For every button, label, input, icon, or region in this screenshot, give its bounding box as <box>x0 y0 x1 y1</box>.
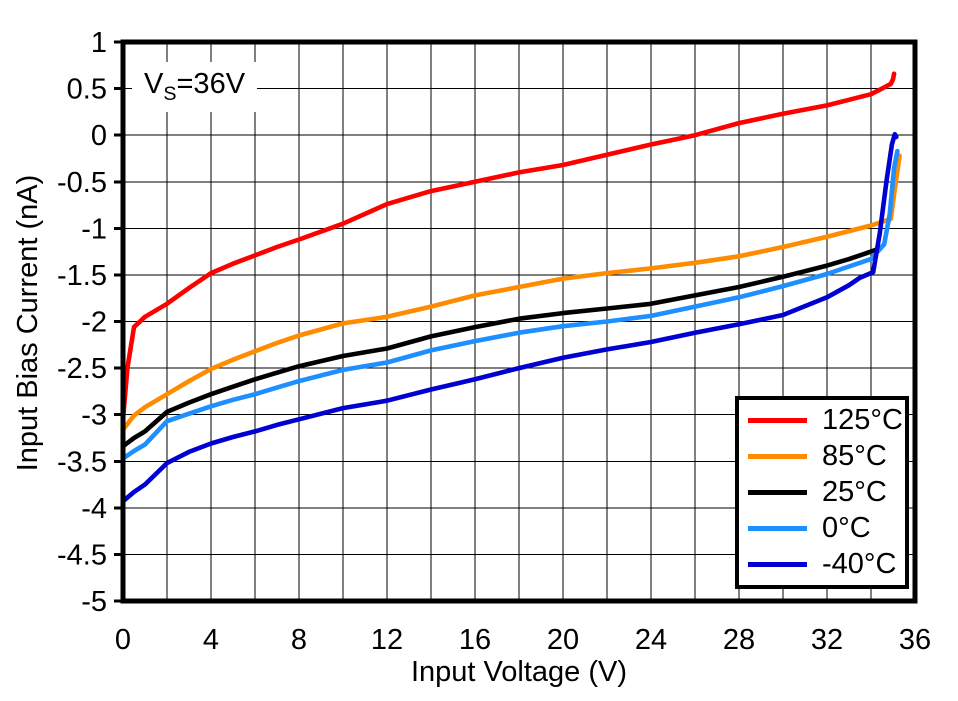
vs-annotation: VS=36V <box>132 62 258 112</box>
series-line-0c <box>120 148 900 461</box>
legend-item: 125°C <box>739 403 905 439</box>
annotation-subscript: S <box>163 82 177 105</box>
x-tick-label: 36 <box>899 624 931 656</box>
legend-swatch <box>748 418 807 423</box>
plot-border <box>120 39 918 604</box>
annotation-rest: =36V <box>176 68 246 100</box>
y-tick-label: -1.5 <box>57 260 107 292</box>
y-tick-label: -4 <box>81 493 107 525</box>
y-tick-label: -2 <box>81 307 107 339</box>
y-tick-label: 0.5 <box>67 74 107 106</box>
legend-item: 0°C <box>739 511 905 547</box>
legend-item: 85°C <box>739 439 905 475</box>
y-tick-label: 1 <box>91 27 107 59</box>
annotation-prefix: V <box>144 68 164 100</box>
y-tick-label: -1 <box>81 213 107 245</box>
x-tick-label: 20 <box>547 624 579 656</box>
legend-label: 85°C <box>822 440 887 472</box>
series-line-85c <box>120 153 902 432</box>
y-tick-label: -4.5 <box>57 539 107 571</box>
legend-swatch <box>748 562 807 567</box>
y-tick-label: -5 <box>81 586 107 618</box>
x-tick-label: 0 <box>115 624 131 656</box>
y-tick-label: 0 <box>91 120 107 152</box>
x-axis-title: Input Voltage (V) <box>410 656 628 688</box>
legend-swatch <box>748 454 807 459</box>
y-tick-label: -0.5 <box>57 167 107 199</box>
legend: 125°C 85°C 25°C 0°C -40°C <box>735 396 909 589</box>
series-line-25c <box>120 245 884 449</box>
legend-label: -40°C <box>822 548 897 580</box>
legend-item: 25°C <box>739 475 905 511</box>
x-tick-label: 24 <box>635 624 667 656</box>
y-axis-title: Input Bias Current (nA) <box>12 174 44 472</box>
x-tick-label: 32 <box>811 624 843 656</box>
x-tick-label: 28 <box>723 624 755 656</box>
series-line-40c <box>120 131 899 504</box>
x-tick-label: 4 <box>203 624 219 656</box>
x-tick-label: 8 <box>291 624 307 656</box>
y-tick-label: -2.5 <box>57 353 107 385</box>
y-tick-label: -3 <box>81 400 107 432</box>
legend-label: 25°C <box>822 476 887 508</box>
y-tick-label: -3.5 <box>57 446 107 478</box>
legend-swatch <box>748 490 807 495</box>
legend-label: 125°C <box>822 404 903 436</box>
x-tick-label: 12 <box>371 624 403 656</box>
legend-item: -40°C <box>739 547 905 583</box>
x-tick-label: 16 <box>459 624 491 656</box>
legend-swatch <box>748 526 807 531</box>
legend-label: 0°C <box>822 512 871 544</box>
series-line-125c <box>120 71 897 422</box>
